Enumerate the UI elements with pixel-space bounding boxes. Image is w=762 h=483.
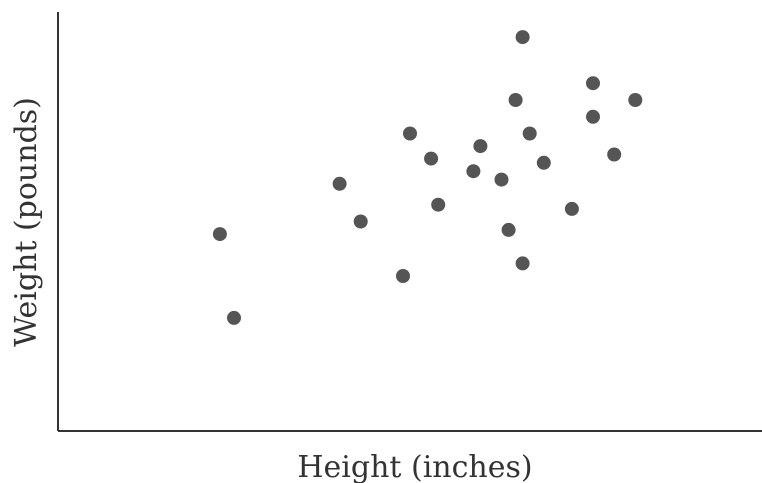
y-axis-label: Weight (pounds) [9,97,44,347]
data-point-4 [353,214,368,229]
data-point-16 [522,126,537,141]
data-point-20 [586,76,600,91]
data-point-13 [508,93,523,107]
data-point-8 [431,197,446,212]
data-point-3 [332,176,347,191]
data-point-7 [424,151,439,166]
data-points [212,30,643,325]
x-axis-label: Height (inches) [297,450,532,483]
data-point-9 [466,164,481,179]
data-point-11 [494,172,509,187]
data-point-5 [396,269,410,283]
data-point-15 [515,256,530,271]
data-point-1 [212,227,227,242]
plot-area [57,12,762,432]
data-point-2 [227,310,241,325]
data-point-22 [628,93,643,107]
data-point-18 [564,201,579,216]
data-point-21 [607,147,622,162]
data-point-6 [403,126,417,141]
data-point-10 [473,139,488,154]
data-point-12 [501,222,516,237]
data-point-19 [586,109,600,124]
data-point-17 [536,155,551,170]
data-point-14 [515,30,530,45]
